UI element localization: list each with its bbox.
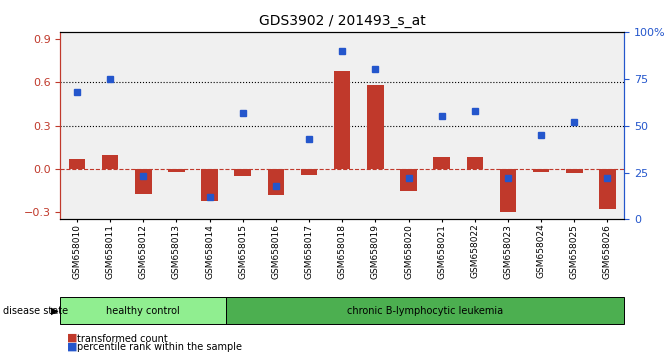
Bar: [334, 71, 350, 169]
Bar: [201, 169, 218, 201]
Bar: [533, 169, 550, 172]
Bar: [68, 159, 85, 169]
Bar: [301, 169, 317, 175]
Text: transformed count: transformed count: [77, 334, 168, 344]
Bar: [400, 169, 417, 190]
Bar: [599, 169, 616, 209]
Text: ▶: ▶: [51, 306, 58, 316]
Bar: [268, 169, 285, 195]
Title: GDS3902 / 201493_s_at: GDS3902 / 201493_s_at: [259, 14, 425, 28]
Bar: [102, 155, 118, 169]
Bar: [234, 169, 251, 176]
Bar: [60, 297, 226, 324]
Text: chronic B-lymphocytic leukemia: chronic B-lymphocytic leukemia: [347, 306, 503, 316]
Bar: [433, 158, 450, 169]
Text: percentile rank within the sample: percentile rank within the sample: [77, 342, 242, 352]
Text: ■: ■: [67, 333, 78, 343]
Bar: [466, 158, 483, 169]
Bar: [135, 169, 152, 194]
Text: ■: ■: [67, 341, 78, 351]
Bar: [226, 297, 624, 324]
Bar: [168, 169, 185, 172]
Bar: [367, 85, 384, 169]
Text: disease state: disease state: [3, 306, 68, 316]
Bar: [500, 169, 516, 212]
Bar: [566, 169, 582, 173]
Text: healthy control: healthy control: [107, 306, 180, 316]
